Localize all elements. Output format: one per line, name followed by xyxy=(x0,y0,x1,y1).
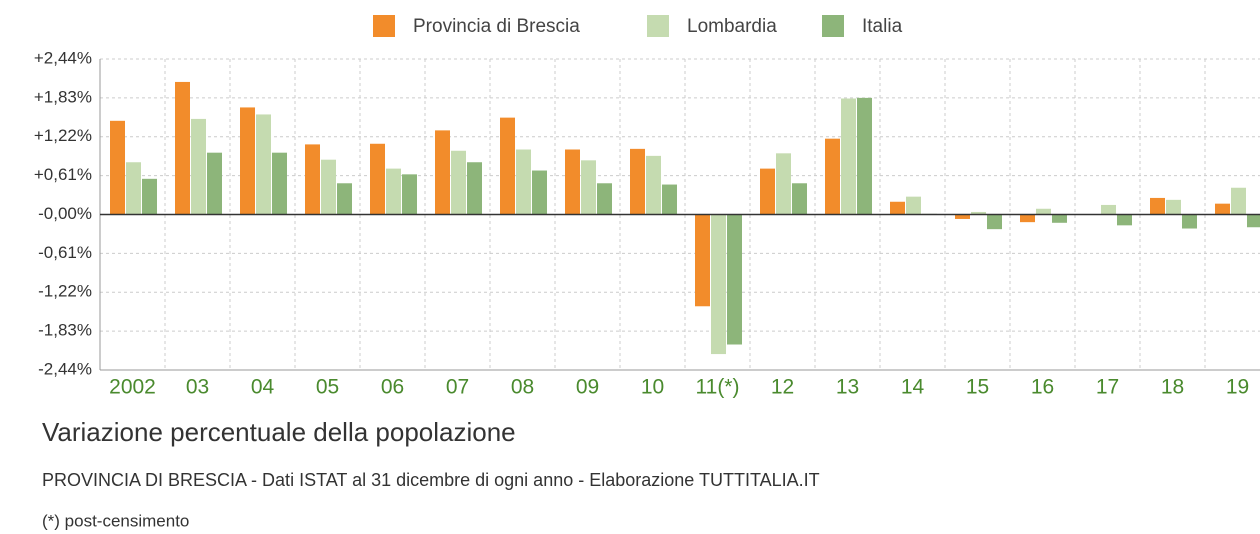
bar xyxy=(532,170,547,215)
bar xyxy=(1247,214,1260,228)
bar xyxy=(337,183,352,215)
y-tick-label: -1,83% xyxy=(38,321,92,340)
bar xyxy=(646,155,661,215)
legend-swatch xyxy=(822,15,844,37)
bar xyxy=(500,117,515,215)
y-tick-label: -1,22% xyxy=(38,282,92,301)
y-tick-label: +0,61% xyxy=(34,165,92,184)
x-tick-label: 19 xyxy=(1226,376,1249,399)
bar xyxy=(516,149,531,215)
y-tick-label: -2,44% xyxy=(38,359,92,378)
y-tick-label: +2,44% xyxy=(34,48,92,67)
y-tick-label: +1,83% xyxy=(34,87,92,106)
legend-swatch xyxy=(373,15,395,37)
bar xyxy=(760,168,775,215)
bar xyxy=(711,214,726,355)
bar xyxy=(841,98,856,215)
x-tick-label: 08 xyxy=(511,376,534,399)
x-tick-label: 06 xyxy=(381,376,404,399)
bar xyxy=(321,159,336,215)
bar xyxy=(126,162,141,215)
x-tick-label: 13 xyxy=(836,376,859,399)
chart-note: (*) post-censimento xyxy=(42,511,189,530)
bar xyxy=(1117,214,1132,226)
chart-subtitle: PROVINCIA DI BRESCIA - Dati ISTAT al 31 … xyxy=(42,470,820,490)
bar xyxy=(451,150,466,215)
bar xyxy=(240,107,255,215)
bar xyxy=(305,144,320,215)
bar xyxy=(727,214,742,345)
x-tick-label: 11(*) xyxy=(696,376,740,399)
bar xyxy=(467,162,482,215)
bar xyxy=(191,118,206,215)
bar xyxy=(1215,203,1230,215)
bar xyxy=(695,214,710,307)
bar xyxy=(1166,199,1181,215)
bar xyxy=(370,143,385,215)
bar xyxy=(1020,214,1035,223)
x-tick-label: 07 xyxy=(446,376,469,399)
y-tick-label: -0,00% xyxy=(38,204,92,223)
bar xyxy=(1101,204,1116,215)
bar xyxy=(662,184,677,215)
bar xyxy=(175,81,190,215)
legend-label: Lombardia xyxy=(687,16,777,37)
bar xyxy=(890,201,905,215)
bar xyxy=(1150,197,1165,215)
x-tick-label: 2002 xyxy=(109,376,156,399)
x-tick-label: 12 xyxy=(771,376,794,399)
x-tick-label: 15 xyxy=(966,376,989,399)
x-tick-label: 16 xyxy=(1031,376,1054,399)
bar xyxy=(581,160,596,215)
y-tick-label: -0,61% xyxy=(38,243,92,262)
x-tick-label: 18 xyxy=(1161,376,1184,399)
legend-label: Italia xyxy=(862,16,903,37)
legend-label: Provincia di Brescia xyxy=(413,16,580,37)
x-tick-label: 09 xyxy=(576,376,599,399)
x-tick-label: 14 xyxy=(901,376,925,399)
bar xyxy=(597,183,612,215)
bar xyxy=(565,149,580,215)
bar xyxy=(1182,214,1197,229)
bar xyxy=(906,196,921,215)
bar xyxy=(776,153,791,215)
bar xyxy=(272,152,287,215)
x-tick-label: 04 xyxy=(251,376,275,399)
bar xyxy=(1036,208,1051,215)
x-tick-label: 10 xyxy=(641,376,664,399)
bar xyxy=(971,211,986,215)
bar xyxy=(630,148,645,215)
bar xyxy=(792,183,807,215)
bar xyxy=(435,130,450,215)
bar xyxy=(256,114,271,215)
bar xyxy=(955,214,970,219)
bar xyxy=(386,168,401,215)
bar xyxy=(207,152,222,215)
bar xyxy=(857,97,872,215)
bar xyxy=(1052,214,1067,223)
chart-title: Variazione percentuale della popolazione xyxy=(42,417,516,447)
legend-swatch xyxy=(647,15,669,37)
x-tick-label: 17 xyxy=(1096,376,1119,399)
bar xyxy=(110,120,125,215)
bar xyxy=(987,214,1002,230)
bar xyxy=(825,138,840,215)
bar xyxy=(142,178,157,215)
bar xyxy=(1231,187,1246,215)
y-tick-label: +1,22% xyxy=(34,126,92,145)
x-tick-label: 03 xyxy=(186,376,209,399)
bar xyxy=(402,174,417,215)
x-tick-label: 05 xyxy=(316,376,339,399)
